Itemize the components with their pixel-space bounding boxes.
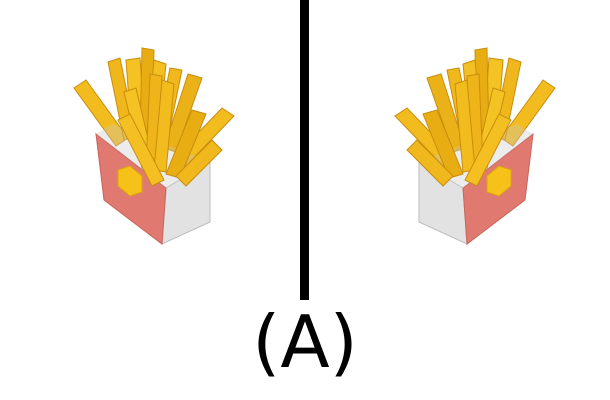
right-image-panel [305, 0, 610, 300]
french-fries-image [62, 40, 262, 255]
french-fries-mirrored-image [367, 40, 567, 255]
center-divider [300, 0, 309, 300]
option-label: (A) [252, 300, 358, 384]
left-image-panel [0, 0, 305, 300]
